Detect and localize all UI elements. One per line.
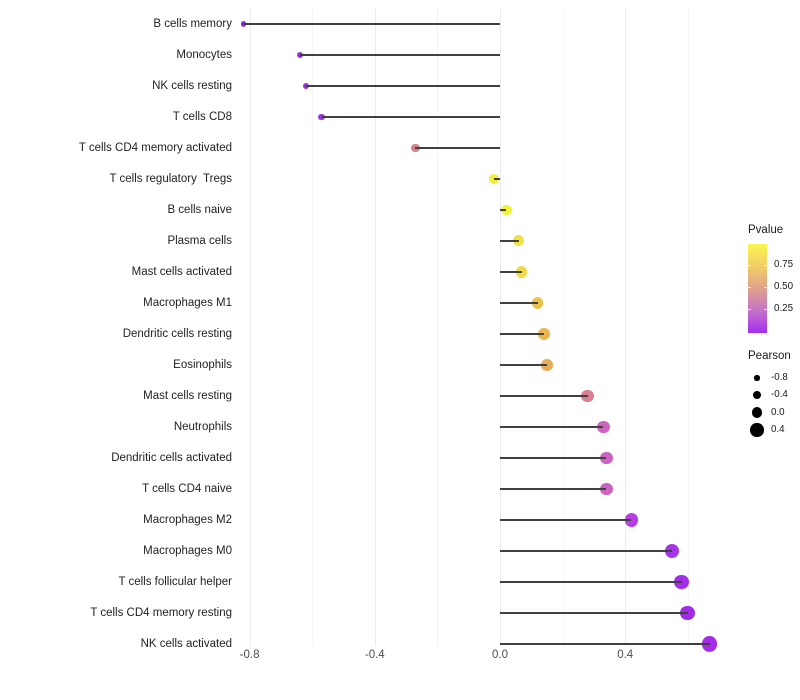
size-legend-label: -0.8 [771, 372, 788, 383]
pvalue-legend-title: Pvalue [748, 224, 784, 236]
lollipop-stem [500, 581, 682, 583]
lollipop-stem [500, 550, 673, 552]
lollipop-stem [500, 426, 604, 428]
lollipop-dot [500, 204, 512, 216]
category-label: B cells memory [153, 18, 232, 30]
category-label: Eosinophils [173, 359, 232, 371]
size-legend-label: 0.4 [771, 423, 785, 435]
gridline [625, 8, 627, 646]
colorbar-tick-label: 0.75 [774, 259, 794, 270]
gridline [500, 8, 501, 646]
category-label: Dendritic cells resting [122, 328, 232, 340]
lollipop-dot [411, 143, 420, 153]
category-label: T cells CD4 memory resting [90, 607, 232, 619]
gridline [437, 8, 439, 646]
category-label: NK cells activated [140, 638, 232, 650]
colorbar-tick-label: 0.50 [774, 281, 794, 292]
category-label: Macrophages M2 [143, 514, 232, 526]
lollipop-dot [302, 82, 310, 90]
colorbar-tick-mark [748, 287, 751, 288]
lollipop-dot [581, 389, 594, 403]
category-label: B cells naive [167, 204, 232, 216]
colorbar-tick-mark [748, 309, 751, 310]
lollipop-stem [321, 116, 500, 118]
category-label: Macrophages M0 [143, 545, 232, 557]
colorbar-tick-mark [764, 265, 767, 266]
lollipop-dot [513, 235, 525, 247]
colorbar-tick-mark [748, 265, 751, 266]
size-legend-dot [751, 407, 763, 418]
lollipop-dot [531, 297, 544, 309]
category-label: Dendritic cells activated [111, 452, 232, 464]
category-label: NK cells resting [152, 80, 232, 92]
lollipop-stem [305, 85, 500, 87]
lollipop-stem [500, 209, 507, 211]
category-label: T cells follicular helper [118, 576, 232, 588]
lollipop-stem [493, 178, 500, 180]
lollipop-stem [500, 488, 607, 490]
gridline [562, 8, 564, 646]
pvalue-colorbar [748, 244, 767, 333]
category-label: T cells regulatory Tregs [109, 173, 232, 185]
lollipop-stem [243, 23, 500, 25]
size-legend-dot [753, 391, 761, 400]
gridline [374, 8, 376, 646]
size-legend-label: 0.0 [771, 406, 785, 418]
lollipop-stem [500, 612, 688, 614]
lollipop-stem [500, 519, 632, 521]
lollipop-dot [488, 173, 499, 185]
lollipop-dot [599, 482, 613, 496]
gridline [249, 8, 251, 646]
colorbar-tick-mark [764, 309, 767, 310]
lollipop-dot [296, 51, 303, 59]
x-tick-label: 0.4 [617, 649, 634, 661]
lollipop-stem [415, 147, 500, 149]
x-tick-label: -0.4 [364, 649, 385, 661]
lollipop-stem [500, 457, 607, 459]
size-legend-label: -0.4 [771, 389, 788, 401]
gridline [687, 8, 689, 646]
lollipop-stem [299, 54, 500, 56]
lollipop-dot [240, 21, 246, 27]
lollipop-dot [596, 420, 610, 434]
lollipop-stem [500, 643, 710, 645]
category-label: T cells CD4 naive [142, 483, 232, 495]
category-label: T cells CD8 [172, 111, 232, 123]
category-label: Mast cells activated [131, 266, 232, 278]
lollipop-dot [599, 451, 613, 465]
category-label: Plasma cells [167, 235, 232, 247]
lollipop-stem [500, 240, 519, 242]
category-label: T cells CD4 memory activated [78, 142, 232, 154]
size-legend-dot [754, 375, 760, 381]
lollipop-stem [500, 364, 547, 366]
gridline [312, 8, 314, 646]
colorbar-tick-mark [764, 287, 767, 288]
lollipop-stem [500, 302, 538, 304]
lollipop-stem [500, 333, 544, 335]
pearson-legend-title: Pearson [748, 350, 791, 362]
lollipop-dot [674, 574, 689, 590]
category-label: Monocytes [176, 49, 232, 61]
lollipop-stem [500, 271, 522, 273]
category-label: Neutrophils [173, 421, 232, 433]
category-label: Macrophages M1 [143, 297, 232, 309]
lollipop-stem [500, 395, 588, 397]
category-label: Mast cells resting [143, 390, 232, 402]
size-legend-dot [750, 423, 764, 437]
colorbar-tick-label: 0.25 [774, 303, 794, 314]
x-tick-label: 0.0 [492, 649, 508, 661]
x-tick-label: -0.8 [239, 649, 260, 661]
